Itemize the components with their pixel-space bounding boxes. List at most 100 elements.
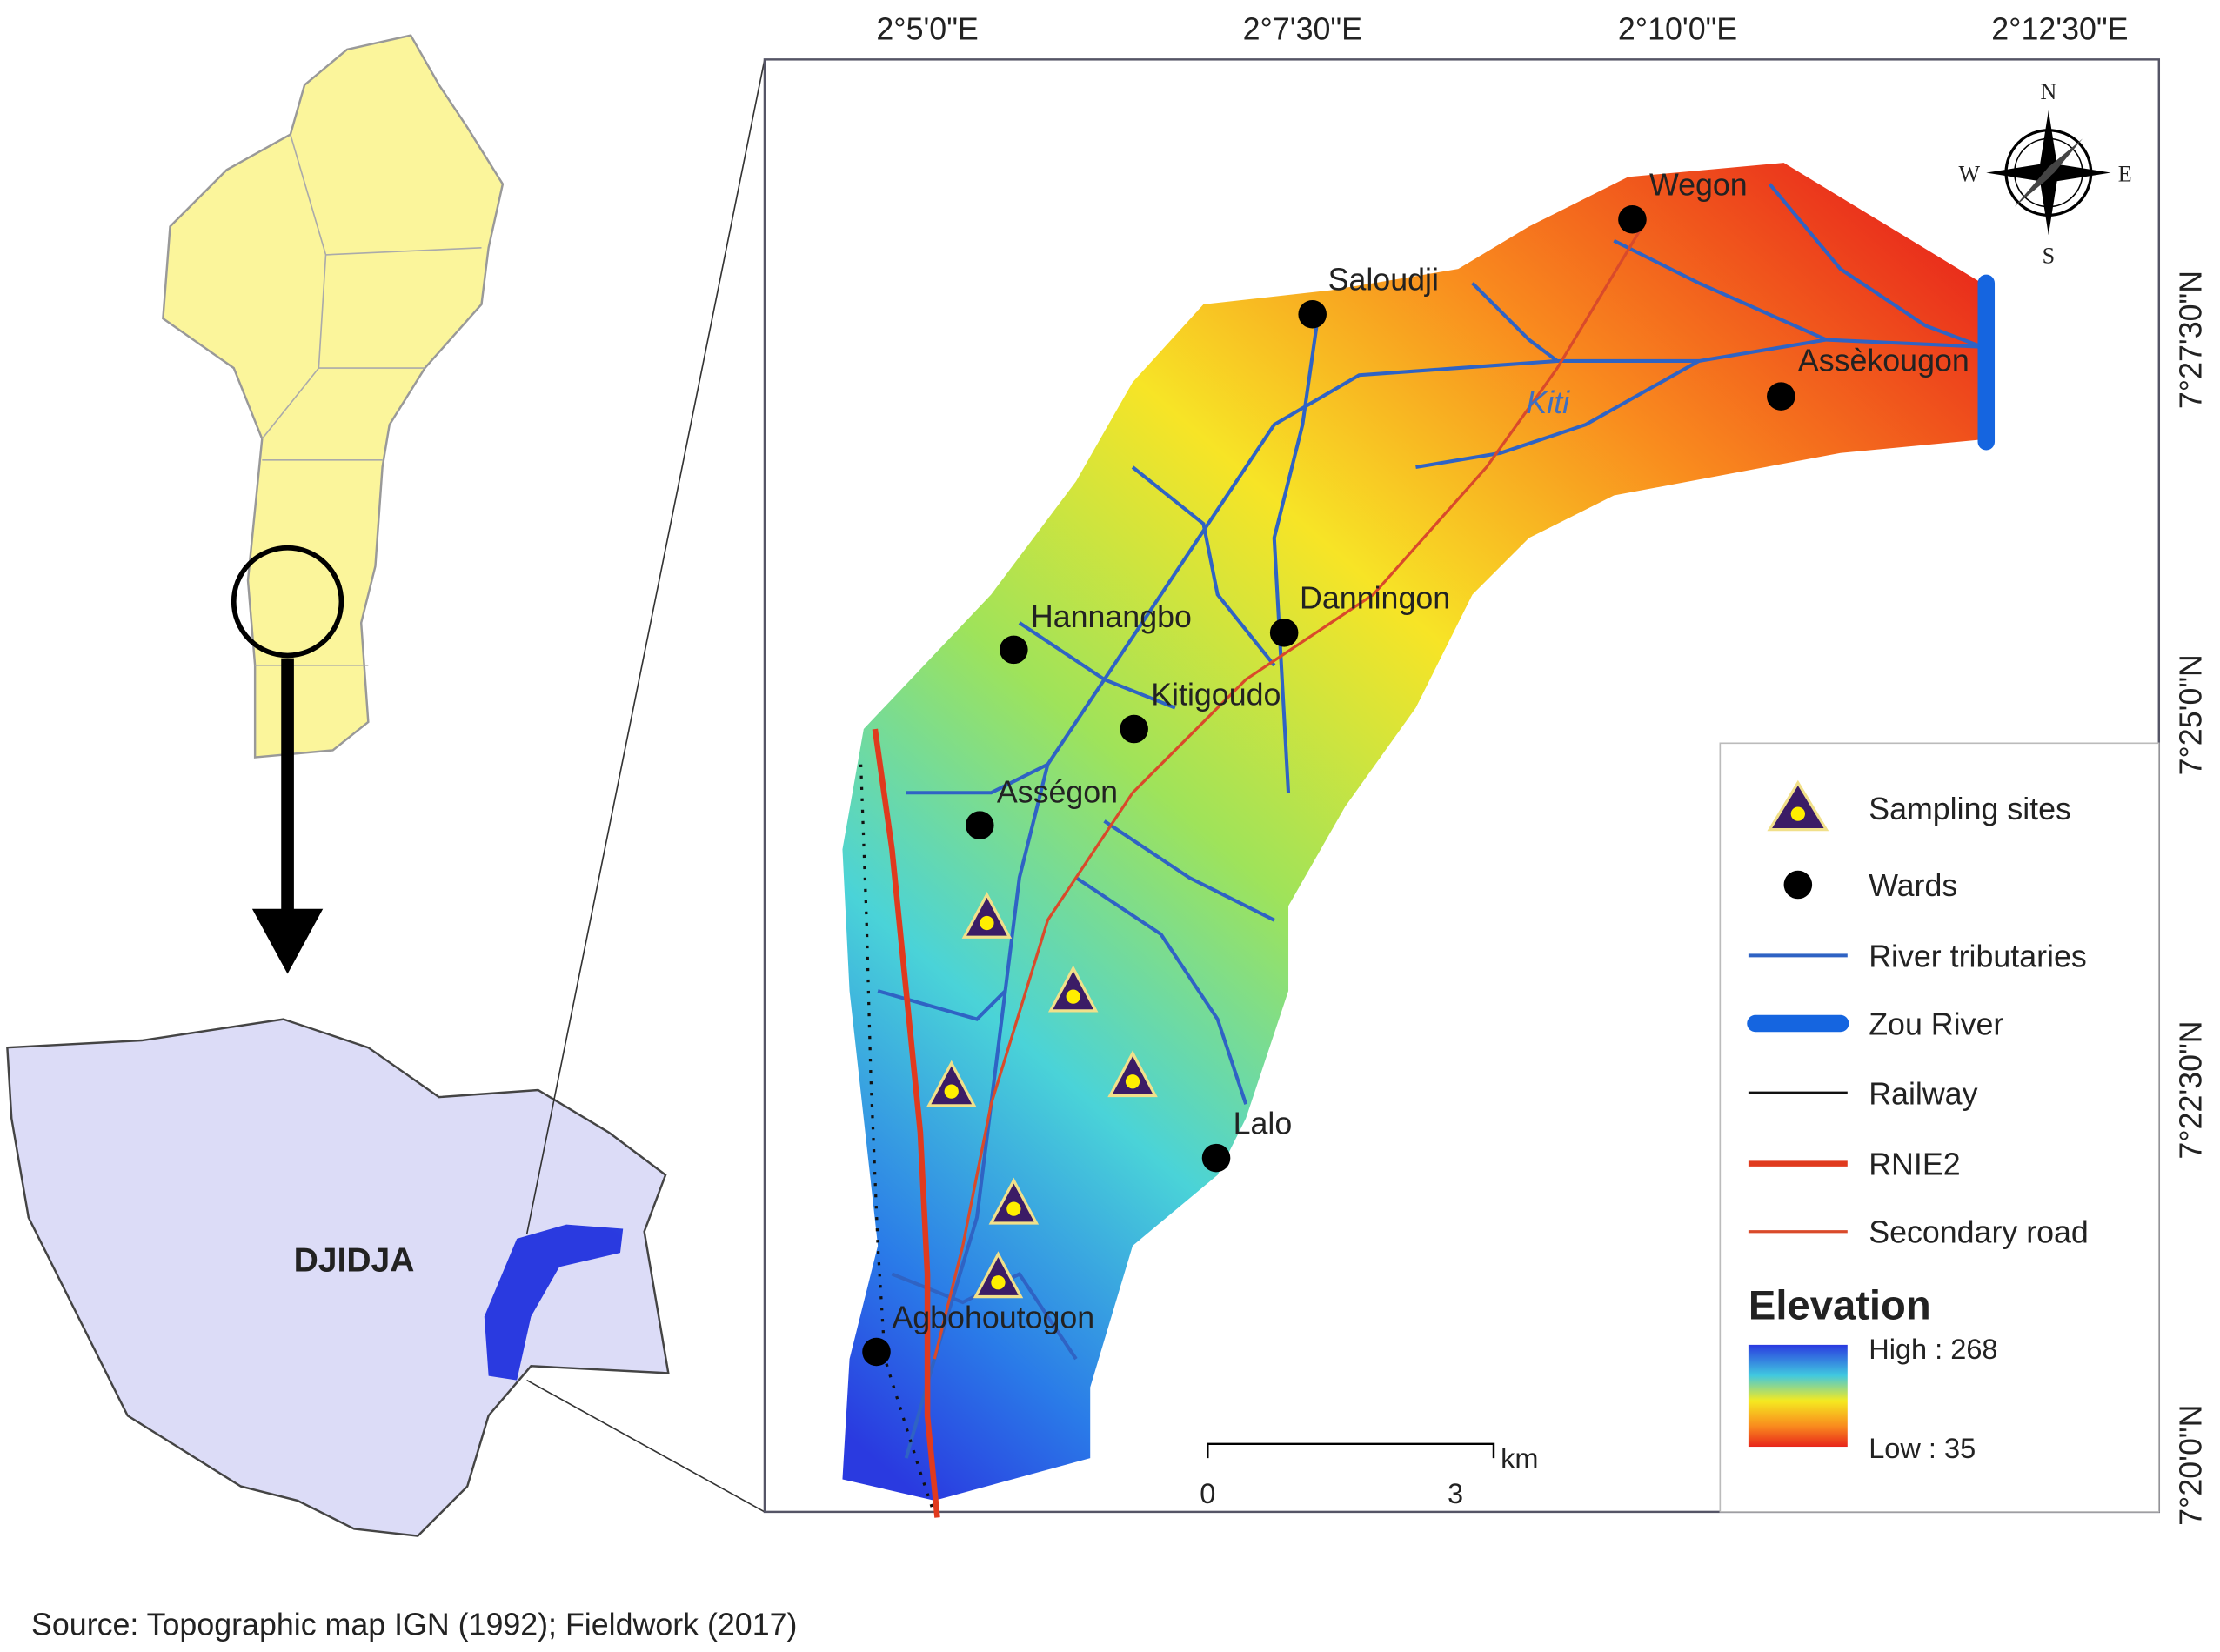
lat-label: 7°25'0"N [2174,654,2209,775]
lon-label: 2°7'30"E [1243,12,1362,47]
group [926,1060,977,1107]
group [973,1251,1024,1299]
legend: Sampling sites Wards River tributaries Z… [1719,742,2160,1513]
river-main [904,338,1983,1459]
river [1415,359,1700,469]
river [1131,465,1276,667]
legend-symbol [1767,779,1829,832]
river [1471,282,1559,363]
legend-label: River tributaries [1869,939,2087,973]
compass: N E S W [1958,79,2131,269]
place-label: Hannangbo [1031,599,1192,634]
lat-label: 7°27'30"N [2174,271,2209,409]
sampling-site [973,1251,1024,1299]
sampling-sites [926,891,1158,1299]
latitude-labels: 7°27'30"N 7°25'0"N 7°22'30"N 7°20'0"N [2174,271,2209,1526]
legend-label: Wards [1869,868,1957,903]
compass-letter: E [2118,161,2132,186]
elevation-ramp [1748,1344,1848,1448]
compass-letter: S [2043,244,2055,269]
compass-letter: N [2040,79,2056,104]
legend-symbol [1783,870,1813,900]
lon-label: 2°12'30"E [1991,12,2128,47]
rnie2-road [872,728,940,1518]
place-label: Agbohoutogon [892,1300,1094,1334]
place-label: Asségon [997,775,1118,810]
place-label: Assèkougon [1798,343,1969,378]
legend-label: Sampling sites [1869,792,2071,826]
place-label: Danningon [1300,581,1450,616]
sampling-site [926,1060,977,1107]
place-label: Lalo [1234,1106,1293,1140]
lon-label: 2°10'0"E [1618,12,1737,47]
sampling-site-dot [1066,989,1080,1004]
group [961,891,1013,939]
watershed-inset [484,1224,624,1381]
department-boundary [325,246,482,256]
ward [1767,382,1795,411]
ward [1298,299,1327,329]
legend-label: RNIE2 [1869,1147,1960,1182]
legend-label: Secondary road [1869,1215,2089,1250]
ward [1120,714,1148,744]
river [906,762,1049,795]
ward [1618,204,1647,234]
river [1768,183,1983,349]
sampling-site-dot [1006,1201,1021,1216]
locator-circle [231,545,344,659]
sampling-site [961,891,1013,939]
group [1107,1050,1158,1098]
river [1272,324,1319,793]
lon-label: 2°5'0"E [876,12,978,47]
secondary-road [933,225,1644,1360]
scale-label: 0 [1200,1478,1215,1509]
benin-outline [162,34,505,759]
place-label: Kitigoudo [1151,677,1281,712]
ward [1000,635,1028,665]
department-boundary [261,134,327,439]
place-label: Saloudji [1328,263,1439,298]
arrow-head [251,908,324,974]
sampling-site-dot [944,1084,959,1099]
scale-bar [1207,1442,1495,1459]
sampling-site-dot [991,1275,1006,1290]
ward [862,1337,891,1367]
river [1613,238,1828,342]
river [1103,819,1275,922]
river-label: Kiti [1526,385,1570,420]
scale-label: 3 [1448,1478,1463,1509]
source-note: Source: Topographic map IGN (1992); Fiel… [31,1607,797,1642]
compass-star [2014,138,2083,207]
ward [1269,619,1299,647]
lat-label: 7°20'0"N [2174,1405,2209,1526]
sampling-site-dot [1125,1074,1140,1089]
legend-symbol [1790,806,1805,821]
scale-unit: km [1501,1442,1538,1474]
elevation-low: Low : 35 [1869,1433,1976,1464]
railway [859,764,936,1515]
legend-label: Railway [1869,1076,1977,1111]
ward [1201,1143,1231,1173]
river [1018,621,1176,710]
elevation-high: High : 268 [1869,1334,1997,1365]
zoom-line [525,59,766,1235]
zoom-line [526,1379,766,1513]
longitude-labels: 2°5'0"E 2°7'30"E 2°10'0"E 2°12'30"E [876,12,2128,47]
watershed [842,163,1989,1501]
group [988,1177,1040,1225]
wards: Wegon Saloudji Assèkougon Hannangbo Dann… [862,168,1969,1367]
compass-letter: W [1958,161,1980,186]
river [1074,876,1248,1105]
djidja-outline [6,1018,670,1537]
river [877,989,1007,1021]
elevation-title: Elevation [1749,1283,1931,1329]
lat-label: 7°22'30"N [2174,1020,2209,1159]
group [1047,965,1099,1013]
ward [966,811,994,839]
inset-label: DJIDJA [294,1241,415,1279]
sampling-site-dot [980,915,994,931]
sampling-site [1047,965,1099,1013]
legend-label: Zou River [1869,1007,2003,1042]
